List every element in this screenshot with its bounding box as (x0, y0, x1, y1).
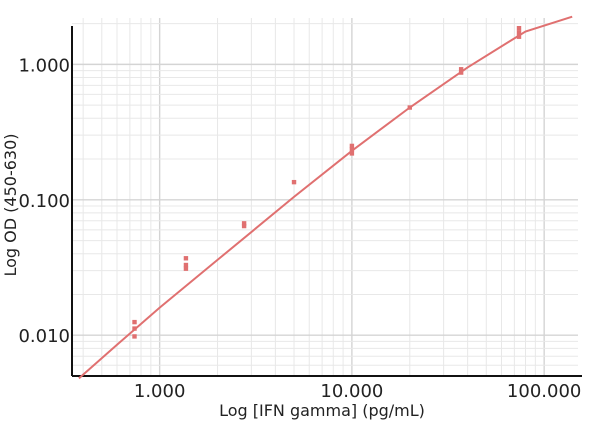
data-point (349, 143, 355, 149)
y-axis-title: Log OD (450-630) (1, 134, 20, 277)
axes (71, 26, 582, 377)
series (78, 15, 573, 380)
data-point (516, 25, 522, 31)
data-point (349, 147, 355, 152)
data-point (183, 262, 189, 268)
data-point (132, 334, 137, 339)
y-tick-label: 1.000 (18, 55, 70, 76)
data-point (183, 266, 189, 271)
x-axis-title: Log [IFN gamma] (pg/mL) (219, 401, 425, 420)
x-tick-label: 100.000 (507, 381, 581, 402)
data-point (132, 319, 137, 325)
data-point (516, 30, 522, 35)
data-point (241, 221, 247, 226)
x-tick-label: 1.000 (134, 381, 186, 402)
fit-curve (78, 15, 573, 380)
data-point (458, 67, 464, 72)
x-tick-label: 10.000 (320, 381, 383, 402)
data-point (349, 151, 355, 156)
data-point (516, 34, 522, 39)
y-tick-label: 0.010 (18, 326, 70, 347)
tick-labels: 1.000 10.000 100.000 0.010 0.100 1.000 (18, 55, 581, 402)
data-point (241, 223, 247, 229)
data-point (291, 179, 297, 185)
y-tick-label: 0.100 (18, 191, 70, 212)
data-point (183, 256, 189, 261)
grid (72, 18, 578, 377)
